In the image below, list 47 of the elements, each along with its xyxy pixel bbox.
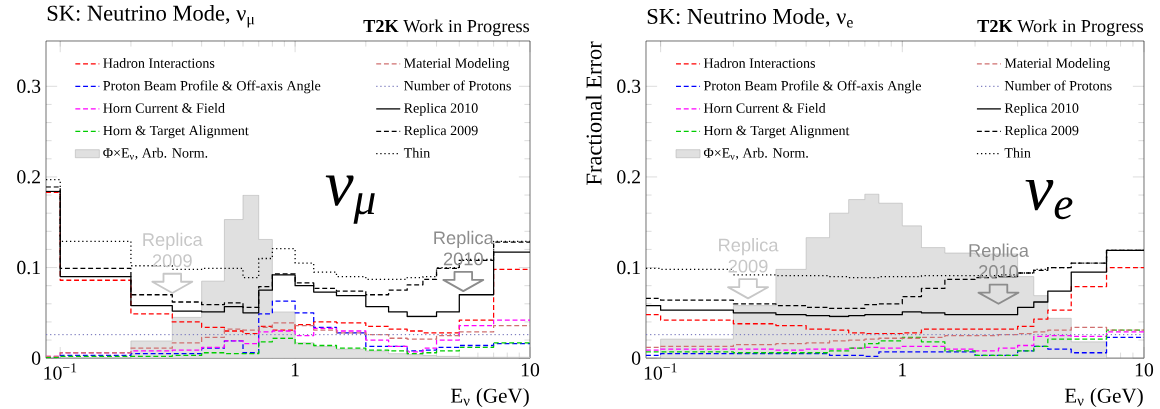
legend-label: Number of Protons [1004,80,1112,91]
legend-label: Replica 2009 [404,125,478,139]
y-tick-label: 0.3 [617,79,641,93]
x-tick-label: 10 [1135,363,1154,377]
legend-label: Hadron Interactions [103,57,215,68]
x-tick-label: 1 [899,363,907,377]
legend-label: Replica 2010 [1004,102,1079,116]
legend-label: Proton Beam Profile & Off-axis Angle [703,80,921,94]
x-tick-label: 10 [521,363,540,377]
text: T2K Work in Progress [363,19,530,37]
y-axis-title: Fractional Error [585,41,602,185]
legend-label: Thin [1004,147,1031,158]
annotation: ν$_{e}$ [1025,179,1073,220]
y-tick-label: 0.1 [617,260,640,275]
y-tick-label: 0.2 [17,170,40,184]
x-tick-label: 1 [291,363,299,377]
text: T2K Work in Progress [977,19,1144,37]
x-tick-label: 10$^{−1}$ [44,363,77,380]
y-tick-label: 0.2 [617,170,640,184]
annotation: Replica 2010 [969,243,1029,279]
y-tick-label: 0 [631,351,641,365]
annotation: Replica 2009 [143,232,203,268]
legend-label: Replica 2009 [1004,125,1079,139]
annotation: Replica 2009 [719,238,779,273]
x-tick-label: 10$^{−1}$ [644,363,677,380]
legend-label: Φ×E$_{ν}$, Arb. Norm. [103,147,208,160]
annotation: Replica 2010 [434,230,494,266]
legend-label: Number of Protons [404,80,511,91]
x-axis-title: E$_{ν}$ (GeV) [450,387,529,408]
legend-label: Horn Current & Field [103,102,225,113]
legend-label: Horn & Target Alignment [103,125,249,139]
y-tick-label: 0.1 [17,260,40,275]
legend-label: Proton Beam Profile & Off-axis Angle [103,80,321,94]
legend-label: Horn & Target Alignment [703,125,850,139]
legend-label: Horn Current & Field [703,102,826,113]
y-tick-label: 0 [31,351,41,365]
legend-label: Φ×E$_{ν}$, Arb. Norm. [703,147,808,160]
y-tick-label: 0.3 [17,79,41,93]
chart-title: SK: Neutrino Mode, ν$_{e}$ [647,8,853,28]
chart-title: SK: Neutrino Mode, ν$_{μ}$ [47,4,255,28]
x-axis-title: E$_{ν}$ (GeV) [1064,387,1143,408]
legend-label: Replica 2010 [404,102,478,116]
legend-label: Material Modeling [1004,57,1110,71]
legend-label: Thin [403,147,431,158]
legend-label: Hadron Interactions [703,57,815,68]
annotation: ν$_{μ}$ [325,175,375,224]
legend-label: Material Modeling [404,57,510,71]
